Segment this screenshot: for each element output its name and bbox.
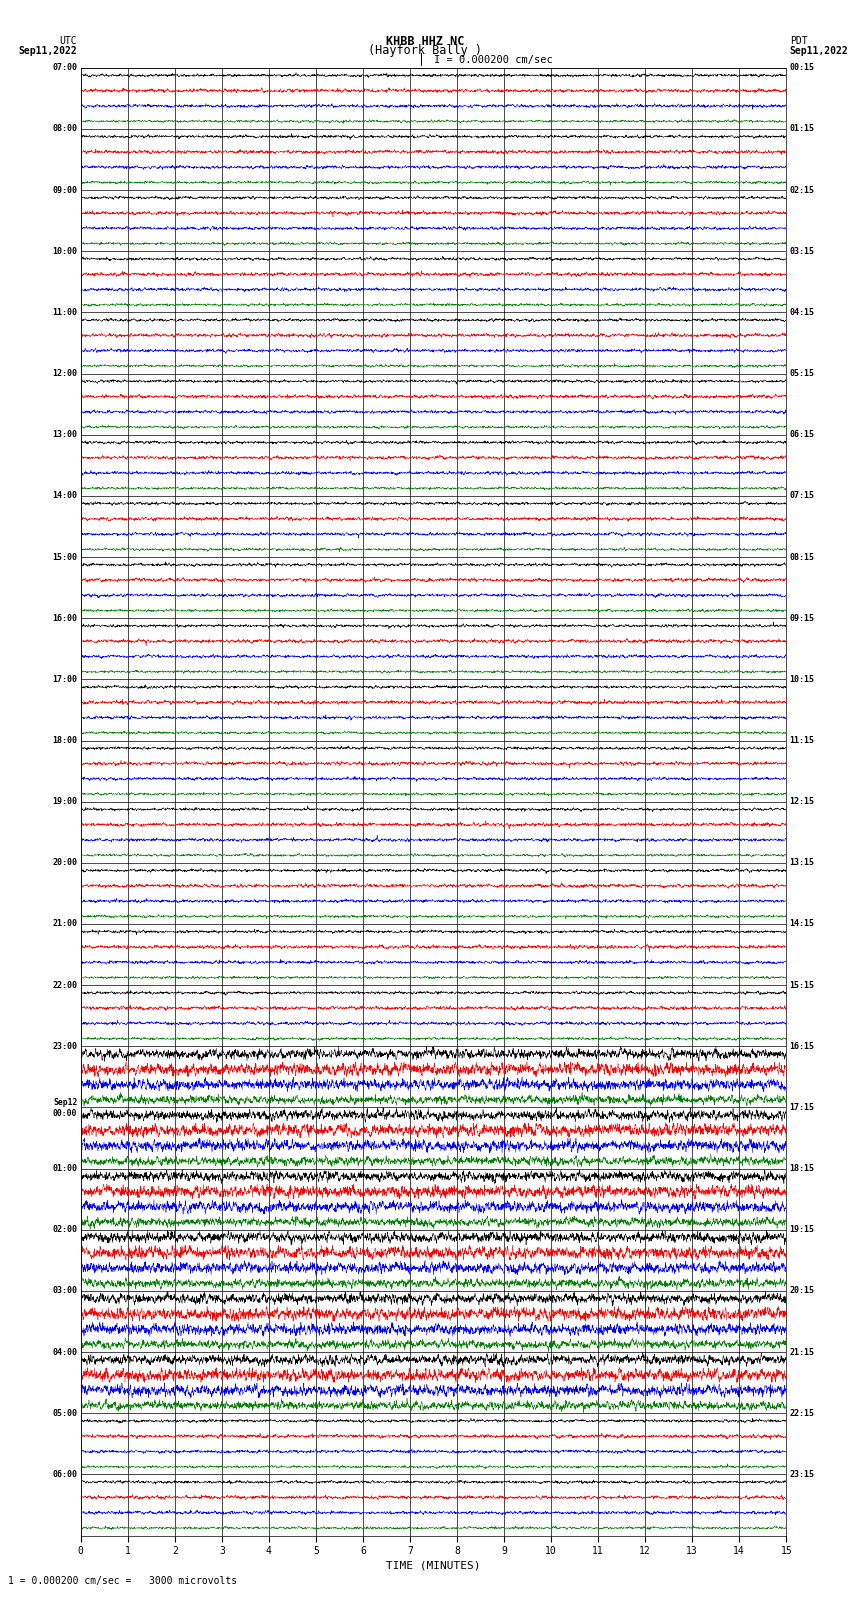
Text: 15:00: 15:00 bbox=[53, 553, 77, 561]
Text: 08:15: 08:15 bbox=[790, 553, 814, 561]
Text: 23:00: 23:00 bbox=[53, 1042, 77, 1050]
Text: 11:00: 11:00 bbox=[53, 308, 77, 316]
Text: 15:15: 15:15 bbox=[790, 981, 814, 990]
Text: 07:00: 07:00 bbox=[53, 63, 77, 73]
Text: UTC: UTC bbox=[60, 35, 77, 47]
Text: 20:15: 20:15 bbox=[790, 1287, 814, 1295]
Text: 13:00: 13:00 bbox=[53, 431, 77, 439]
Text: 01:15: 01:15 bbox=[790, 124, 814, 134]
Text: Sep12: Sep12 bbox=[53, 1098, 77, 1107]
Text: 05:00: 05:00 bbox=[53, 1408, 77, 1418]
Text: 17:15: 17:15 bbox=[790, 1103, 814, 1111]
Text: 14:15: 14:15 bbox=[790, 919, 814, 929]
Text: 17:00: 17:00 bbox=[53, 674, 77, 684]
Text: 16:00: 16:00 bbox=[53, 613, 77, 623]
X-axis label: TIME (MINUTES): TIME (MINUTES) bbox=[386, 1560, 481, 1569]
Text: 09:00: 09:00 bbox=[53, 185, 77, 195]
Text: Sep11,2022: Sep11,2022 bbox=[790, 45, 848, 56]
Text: 02:00: 02:00 bbox=[53, 1226, 77, 1234]
Text: 03:15: 03:15 bbox=[790, 247, 814, 256]
Text: 12:00: 12:00 bbox=[53, 369, 77, 377]
Text: 13:15: 13:15 bbox=[790, 858, 814, 868]
Text: 19:00: 19:00 bbox=[53, 797, 77, 806]
Text: 18:15: 18:15 bbox=[790, 1165, 814, 1173]
Text: Sep11,2022: Sep11,2022 bbox=[19, 45, 77, 56]
Text: 1 = 0.000200 cm/sec =   3000 microvolts: 1 = 0.000200 cm/sec = 3000 microvolts bbox=[8, 1576, 238, 1586]
Text: I = 0.000200 cm/sec: I = 0.000200 cm/sec bbox=[434, 55, 552, 65]
Text: 14:00: 14:00 bbox=[53, 492, 77, 500]
Text: 11:15: 11:15 bbox=[790, 736, 814, 745]
Text: 12:15: 12:15 bbox=[790, 797, 814, 806]
Text: 05:15: 05:15 bbox=[790, 369, 814, 377]
Text: (Hayfork Bally ): (Hayfork Bally ) bbox=[368, 44, 482, 58]
Text: 07:15: 07:15 bbox=[790, 492, 814, 500]
Text: 02:15: 02:15 bbox=[790, 185, 814, 195]
Text: 23:15: 23:15 bbox=[790, 1469, 814, 1479]
Text: 04:15: 04:15 bbox=[790, 308, 814, 316]
Text: 03:00: 03:00 bbox=[53, 1287, 77, 1295]
Text: 06:00: 06:00 bbox=[53, 1469, 77, 1479]
Text: 06:15: 06:15 bbox=[790, 431, 814, 439]
Text: 18:00: 18:00 bbox=[53, 736, 77, 745]
Text: 10:15: 10:15 bbox=[790, 674, 814, 684]
Text: KHBB HHZ NC: KHBB HHZ NC bbox=[386, 34, 464, 48]
Text: 10:00: 10:00 bbox=[53, 247, 77, 256]
Text: 16:15: 16:15 bbox=[790, 1042, 814, 1050]
Text: 00:00: 00:00 bbox=[53, 1110, 77, 1118]
Text: 20:00: 20:00 bbox=[53, 858, 77, 868]
Text: 09:15: 09:15 bbox=[790, 613, 814, 623]
Text: 19:15: 19:15 bbox=[790, 1226, 814, 1234]
Text: 08:00: 08:00 bbox=[53, 124, 77, 134]
Text: 21:15: 21:15 bbox=[790, 1347, 814, 1357]
Text: 22:00: 22:00 bbox=[53, 981, 77, 990]
Text: PDT: PDT bbox=[790, 35, 808, 47]
Text: 04:00: 04:00 bbox=[53, 1347, 77, 1357]
Text: 21:00: 21:00 bbox=[53, 919, 77, 929]
Text: 00:15: 00:15 bbox=[790, 63, 814, 73]
Text: 01:00: 01:00 bbox=[53, 1165, 77, 1173]
Text: 22:15: 22:15 bbox=[790, 1408, 814, 1418]
